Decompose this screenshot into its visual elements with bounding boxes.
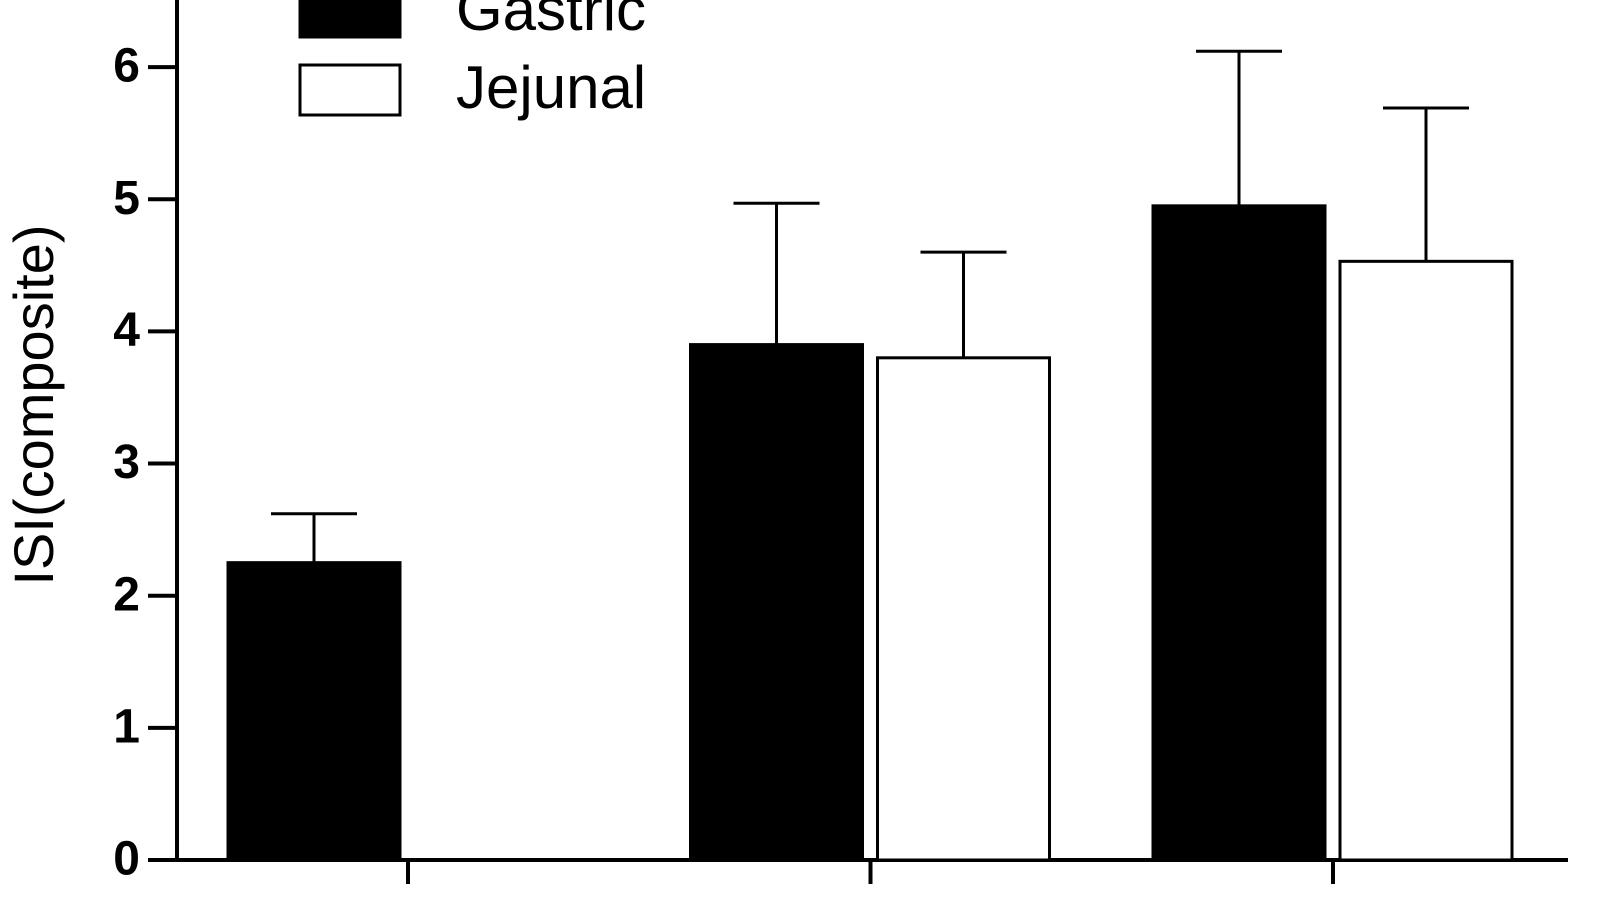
y-tick-label: 3: [113, 436, 140, 489]
y-tick-label: 0: [113, 833, 140, 886]
y-tick-label: 5: [113, 172, 140, 225]
y-axis-label: ISI(composite): [2, 225, 65, 586]
bar: [689, 343, 864, 862]
bar: [876, 356, 1051, 862]
legend-label: Jejunal: [456, 54, 646, 121]
y-tick-label: 2: [113, 568, 140, 621]
legend-swatch: [298, 0, 402, 39]
y-tick-label: 4: [113, 304, 140, 357]
bar: [226, 561, 402, 862]
y-tick-label: 6: [113, 40, 140, 93]
legend-swatch: [298, 63, 402, 117]
bar: [1151, 204, 1327, 862]
legend-label: Gastric: [456, 0, 646, 43]
bar: [1338, 259, 1514, 862]
y-tick-label: 1: [113, 701, 140, 754]
